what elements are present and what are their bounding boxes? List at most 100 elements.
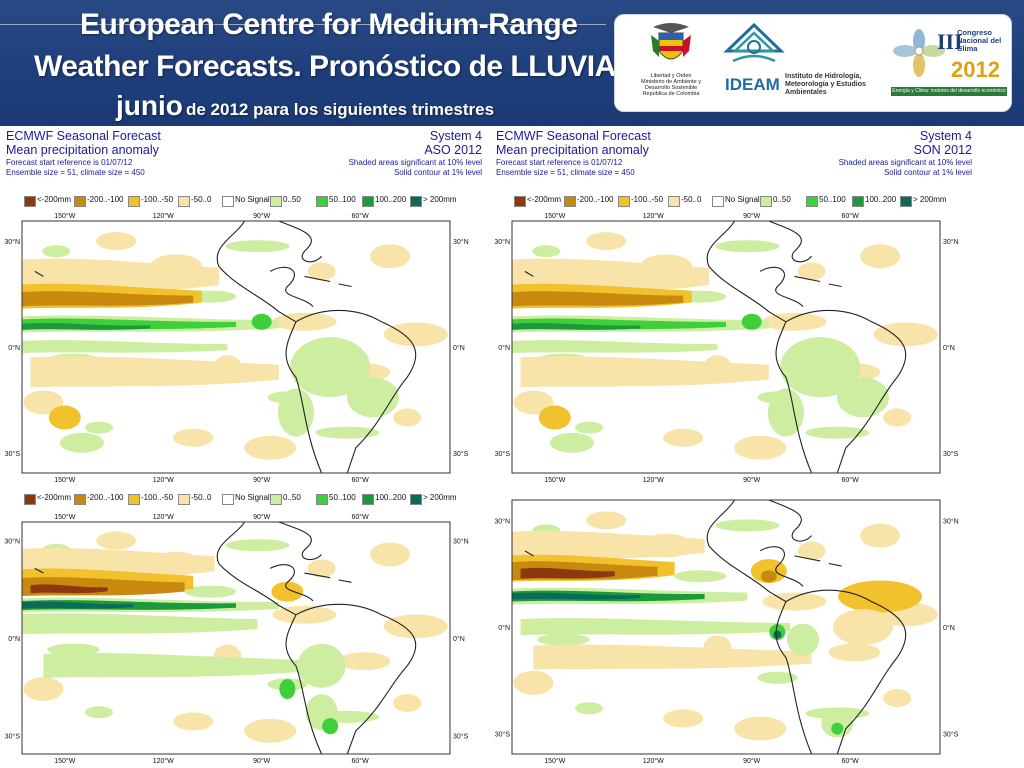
anomaly-patch xyxy=(883,408,912,427)
legend-swatch xyxy=(222,494,234,505)
congreso-tagline: Energía y Clima: motores del desarrollo … xyxy=(891,87,1007,96)
anomaly-patch xyxy=(272,312,337,331)
legend-swatch xyxy=(128,196,140,207)
coastline xyxy=(216,220,297,323)
title-line-1: European Centre for Medium-Range xyxy=(80,8,578,41)
legend-swatch xyxy=(712,196,724,207)
anomaly-patch xyxy=(873,322,938,347)
lat-label-right: 30°S xyxy=(453,450,469,458)
legend-swatch xyxy=(178,494,190,505)
anomaly-patch xyxy=(225,539,290,552)
lon-label-top: 120°W xyxy=(153,212,174,220)
anomaly-patch xyxy=(272,605,337,624)
anomaly-patch xyxy=(715,519,780,532)
legend-label: 50..100 xyxy=(329,493,356,502)
map-fields xyxy=(22,531,448,743)
lat-label-right: 0°N xyxy=(943,624,955,632)
anomaly-patch xyxy=(586,232,627,251)
map-frame xyxy=(511,220,941,474)
coastline xyxy=(295,309,417,474)
anomaly-patch xyxy=(173,428,214,447)
anomaly-patch xyxy=(173,712,214,731)
lon-label-top: 60°W xyxy=(352,513,370,521)
anomaly-patch xyxy=(279,679,296,700)
logos-strip: Libertad y Orden Ministerio de Ambiente … xyxy=(614,14,1012,112)
legend-label: 100..200 xyxy=(375,493,407,502)
map-layer xyxy=(21,220,451,474)
legend-label: No Signal xyxy=(725,195,760,204)
panel-legend: <-200mm -200..-100 -100..-50 -50..0 No Signa… xyxy=(2,195,482,207)
header-banner: European Centre for Medium-Range Weather… xyxy=(0,0,1024,126)
anomaly-patch xyxy=(838,580,923,613)
coastline xyxy=(785,309,907,474)
legend-swatch xyxy=(316,196,328,207)
anomaly-patch xyxy=(797,541,826,560)
anomaly-patch xyxy=(307,559,336,578)
anomaly-patch xyxy=(346,377,399,418)
anomaly-patch xyxy=(734,716,787,741)
anomaly-band xyxy=(533,644,812,670)
legend-label: > 200mm xyxy=(913,195,947,204)
coat-of-arms-logo xyxy=(651,23,691,60)
anomaly-patch xyxy=(315,426,380,439)
anomaly-patch xyxy=(836,377,889,418)
legend-label: -100..-50 xyxy=(141,195,174,204)
panel-title: ECMWF Seasonal Forecast xyxy=(6,129,161,143)
lon-label-top: 120°W xyxy=(153,513,174,521)
anomaly-band xyxy=(22,291,194,307)
coastline xyxy=(775,321,813,474)
anomaly-patch xyxy=(883,689,912,708)
panel-header: ECMWF Seasonal Forecast Mean precipitati… xyxy=(2,127,482,179)
anomaly-patch xyxy=(96,531,137,550)
legend-swatch xyxy=(24,494,36,505)
anomaly-patch xyxy=(549,432,594,453)
anomaly-patch xyxy=(370,542,411,567)
legend-swatch xyxy=(316,494,328,505)
congreso-year: 2012 xyxy=(951,57,1000,82)
lat-label-right: 30°S xyxy=(453,732,469,740)
anomaly-patch xyxy=(757,671,798,684)
lon-label-bottom: 90°W xyxy=(253,476,271,484)
anomaly-patch xyxy=(767,388,804,437)
anomaly-patch xyxy=(537,633,590,646)
legend-swatch xyxy=(128,494,140,505)
legend-swatch xyxy=(24,196,36,207)
anomaly-patch xyxy=(575,702,604,715)
legend-swatch xyxy=(852,196,864,207)
coastline xyxy=(216,521,297,616)
coastline xyxy=(34,567,44,574)
legend-label: No Signal xyxy=(235,493,270,502)
anomaly-band xyxy=(512,592,641,600)
anomaly-patch xyxy=(251,313,272,330)
map-layer xyxy=(21,521,451,755)
anomaly-patch xyxy=(338,652,391,671)
legend-label: -200..-100 xyxy=(87,493,124,502)
panel-significance: Shaded areas significant at 10% level xyxy=(838,158,972,167)
legend-label: -50..0 xyxy=(191,195,212,204)
anomaly-patch xyxy=(23,677,64,702)
precip-anomaly-map: 150°W 120°W 90°W 60°W 30°N 30°N 0°N 0°N 30°S 30°S xyxy=(494,499,959,765)
panel-significance: Shaded areas significant at 10% level xyxy=(348,158,482,167)
anomaly-patch xyxy=(297,643,346,688)
lon-label-bottom: 60°W xyxy=(352,757,370,765)
lon-label-bottom: 90°W xyxy=(743,757,761,765)
coastline xyxy=(285,321,323,474)
anomaly-patch xyxy=(393,408,422,427)
anomaly-patch xyxy=(831,722,844,735)
anomaly-patch xyxy=(244,435,297,460)
legend-swatch xyxy=(362,494,374,505)
legend-label: 50..100 xyxy=(819,195,846,204)
legend-swatch xyxy=(270,196,282,207)
coastline xyxy=(278,220,323,263)
lon-label-bottom: 60°W xyxy=(842,476,860,484)
legend-label: 50..100 xyxy=(329,195,356,204)
lon-label-top: 150°W xyxy=(54,212,75,220)
precip-anomaly-map: 150°W 120°W 90°W 60°W 150°W 120°W 90°W 60°W 30°N… xyxy=(494,212,958,484)
lon-label-top: 150°W xyxy=(54,513,75,521)
lat-label-left: 30°N xyxy=(4,538,20,546)
lon-label-top: 120°W xyxy=(643,212,664,220)
anomaly-band xyxy=(520,618,791,635)
lat-label-left: 30°S xyxy=(495,731,511,739)
lon-label-bottom: 150°W xyxy=(544,476,565,484)
lat-label-left: 0°N xyxy=(8,344,20,352)
